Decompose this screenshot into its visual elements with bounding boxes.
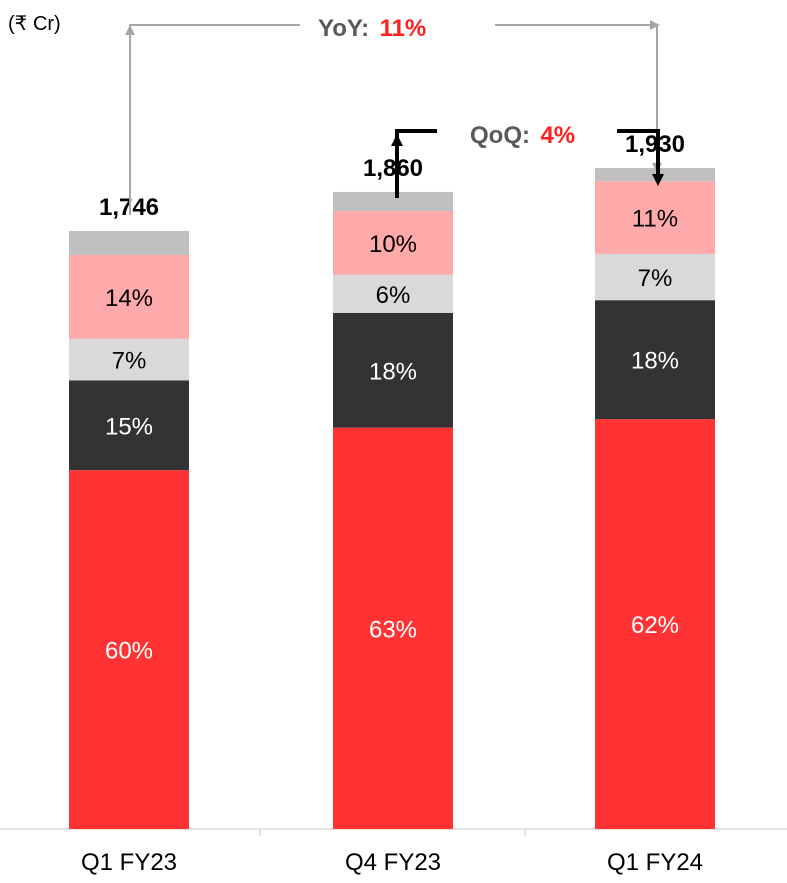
segment-label: 14%	[105, 285, 153, 312]
bar-segment	[595, 167, 715, 182]
total-label: 1,860	[363, 155, 423, 182]
segment-label: 6%	[376, 282, 411, 309]
yoy-connector	[125, 20, 662, 215]
segment-label: 60%	[105, 638, 153, 665]
qoq-value: 4%	[540, 122, 575, 149]
segment-label: 62%	[631, 612, 679, 639]
category-label: Q1 FY23	[81, 849, 177, 876]
bar-segment	[69, 230, 189, 255]
unit-label: (₹ Cr)	[8, 13, 61, 35]
qoq-connector-left	[395, 129, 437, 198]
segment-label: 63%	[369, 616, 417, 643]
segment-label: 10%	[369, 231, 417, 258]
bar-segment	[595, 300, 715, 420]
bar-segment	[333, 191, 453, 212]
bar-segment	[595, 419, 715, 829]
yoy-connector-left	[129, 24, 300, 215]
yoy-annotation: YoY: 11%	[318, 15, 426, 42]
qoq-annotation: QoQ: 4%	[470, 122, 575, 149]
segment-label: 7%	[112, 348, 147, 375]
yoy-label: YoY:	[318, 15, 369, 42]
qoq-label: QoQ:	[470, 122, 530, 149]
bar-segment	[69, 254, 189, 339]
segment-label: 11%	[632, 206, 678, 233]
bar-segment	[333, 211, 453, 275]
bar-segment	[333, 274, 453, 313]
yoy-value: 11%	[380, 15, 427, 42]
segment-label: 18%	[631, 348, 679, 375]
category-label: Q1 FY24	[607, 849, 703, 876]
category-label: Q4 FY23	[345, 849, 441, 876]
total-label: 1,930	[625, 131, 685, 158]
qoq-connector	[391, 129, 664, 198]
bars-group	[69, 167, 715, 829]
qoq-connector-right	[617, 129, 660, 170]
bar-segment	[69, 470, 189, 829]
bar-segment	[69, 380, 189, 471]
segment-label: 7%	[638, 265, 673, 292]
bar-segment	[333, 427, 453, 829]
segment-label: 18%	[369, 358, 417, 385]
bar-segment	[595, 181, 715, 254]
segment-label: 15%	[105, 413, 153, 440]
bar-segment	[69, 338, 189, 381]
bar-segment	[333, 312, 453, 428]
bar-segment	[595, 253, 715, 301]
